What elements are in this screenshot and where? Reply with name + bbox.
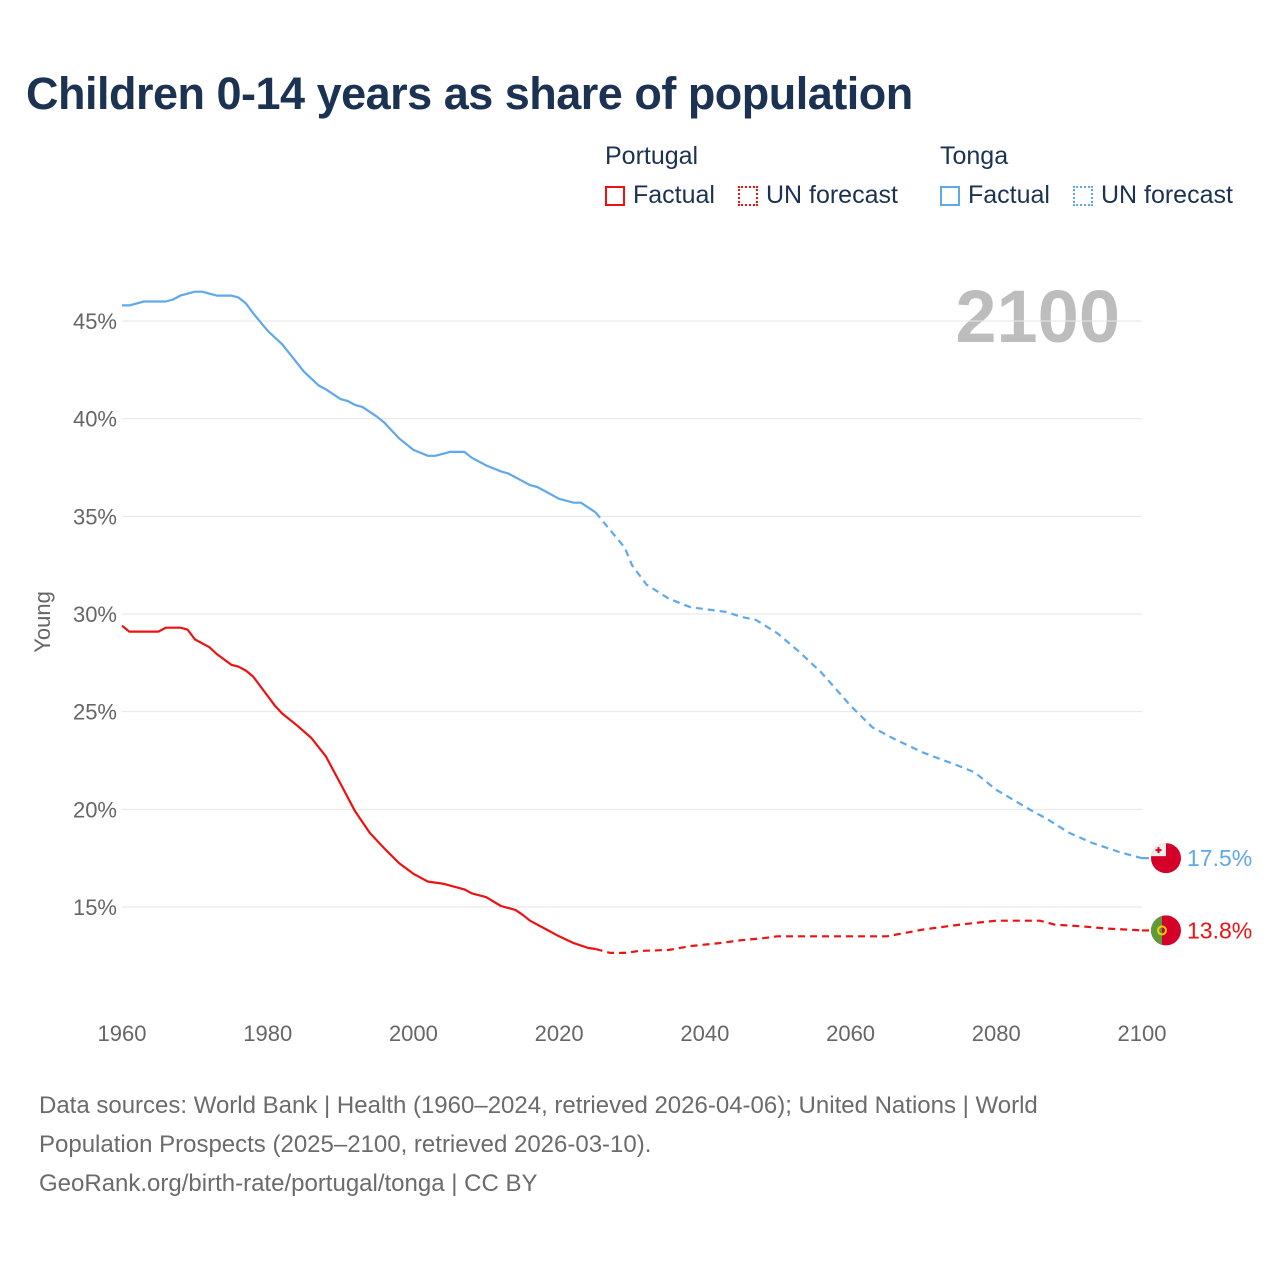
legend-label: Factual <box>633 181 715 209</box>
legend-swatch <box>605 185 625 206</box>
legend-tonga: Tonga Factual UN forecast <box>940 142 1249 213</box>
legend-swatch <box>737 185 758 206</box>
legend-swatch <box>940 185 960 206</box>
tonga-end-label: 17.5% <box>1187 845 1252 871</box>
y-tick-label: 45% <box>73 309 117 334</box>
y-tick-label: 35% <box>73 504 117 529</box>
x-tick-label: 2100 <box>1118 1021 1167 1046</box>
flag-sphere <box>1157 925 1167 936</box>
tonga-factual-line <box>122 290 597 514</box>
x-tick-label: 2000 <box>389 1021 438 1046</box>
y-tick-label: 25% <box>73 700 117 725</box>
flag-body <box>1151 915 1181 946</box>
x-tick-label: 1980 <box>243 1021 292 1046</box>
y-tick-label: 30% <box>73 602 117 627</box>
x-tick-label: 2040 <box>680 1021 729 1046</box>
flag-green <box>1151 915 1162 946</box>
chart-title: Children 0-14 years as share of populati… <box>26 68 913 119</box>
legend-swatch <box>1072 185 1093 206</box>
flag-body <box>1151 843 1181 874</box>
legend-portugal-forecast[interactable]: UN forecast <box>737 181 898 210</box>
flag-cross <box>1155 849 1162 852</box>
footer-source: Data sources: World Bank | Health (1960–… <box>39 1092 1038 1119</box>
x-tick-label: 2080 <box>972 1021 1021 1046</box>
legend-portugal: Portugal Factual UN forecast <box>605 142 914 213</box>
legend-label: UN forecast <box>1100 181 1233 209</box>
tonga-flag <box>1151 843 1181 874</box>
x-tick-label: 2020 <box>535 1021 584 1046</box>
legend-tonga-factual[interactable]: Factual <box>940 181 1050 210</box>
legend-portugal-factual[interactable]: Factual <box>605 181 715 210</box>
y-axis-label: Young <box>30 591 55 653</box>
y-tick-label: 40% <box>73 407 117 432</box>
line-chart: 2100 Young 15% 20% 25% 30% 35% 40% 45% 1960 1980… <box>30 275 1252 1046</box>
legend-tonga-forecast[interactable]: UN forecast <box>1072 181 1233 210</box>
y-tick-label: 15% <box>73 895 117 920</box>
tonga-forecast-line <box>594 511 1143 860</box>
legend-group-title: Portugal <box>605 142 699 170</box>
legend-group-title: Tonga <box>940 142 1009 170</box>
portugal-forecast-line <box>595 919 1143 955</box>
portugal-end-label: 13.8% <box>1187 917 1252 943</box>
footer: Data sources: World Bank | Health (1960–… <box>39 1086 1239 1203</box>
footer-link[interactable]: GeoRank.org/birth-rate/portugal/tonga | … <box>39 1170 538 1197</box>
portugal-flag <box>1151 915 1181 946</box>
legend-label: Factual <box>968 181 1050 209</box>
x-tick-label: 1960 <box>98 1021 147 1046</box>
legend-label: UN forecast <box>765 181 898 209</box>
portugal-factual-line <box>121 624 596 951</box>
x-tick-label: 2060 <box>826 1021 875 1046</box>
year-label: 2100 <box>955 275 1120 358</box>
y-tick-label: 20% <box>73 797 117 822</box>
footer-source-cont: Population Prospects (2025–2100, retriev… <box>39 1131 652 1158</box>
